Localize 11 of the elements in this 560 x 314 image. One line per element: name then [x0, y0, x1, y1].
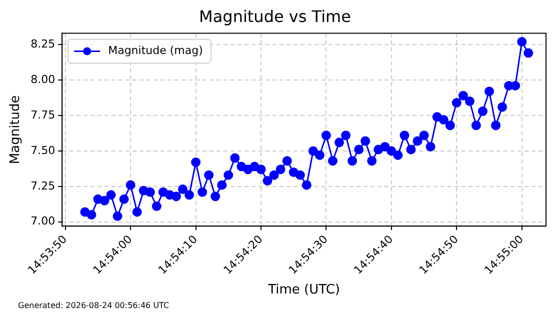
legend-label: Magnitude (mag) [108, 44, 203, 58]
y-tick-label: 7.25 [30, 179, 56, 192]
y-tick-label: 7.50 [30, 144, 56, 157]
x-axis-title: Time (UTC) [267, 282, 340, 298]
y-tick-label: 8.25 [30, 37, 56, 50]
chart-title: Magnitude vs Time [199, 6, 351, 26]
y-axis-title: Magnitude [8, 95, 24, 164]
y-tick-label: 7.00 [30, 214, 56, 228]
y-tick-label: 7.75 [30, 108, 56, 122]
y-tick-label: 8.00 [30, 72, 56, 86]
text: Generated: 2026-08-24 00:56:46 UTC [18, 301, 170, 310]
